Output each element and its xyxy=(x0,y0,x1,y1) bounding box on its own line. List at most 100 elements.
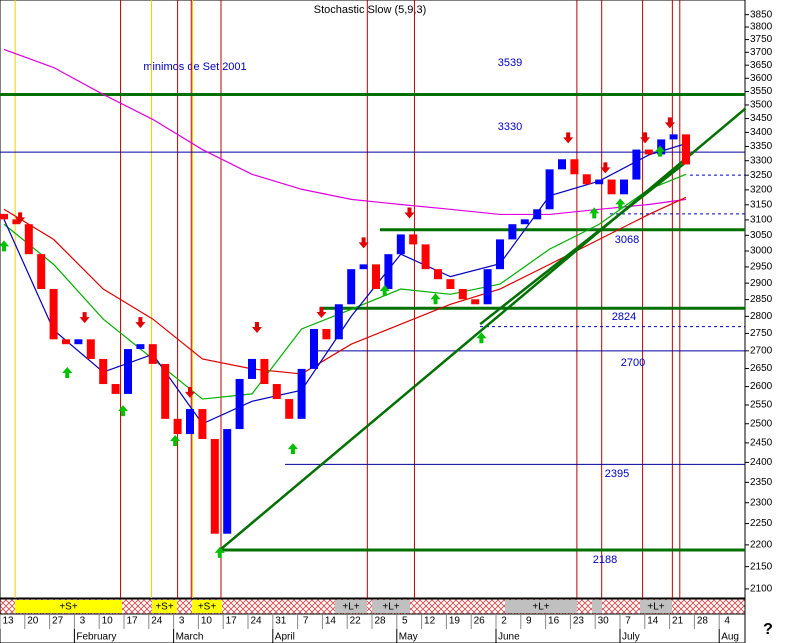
candle xyxy=(136,344,145,350)
candle xyxy=(471,299,480,305)
candle xyxy=(409,234,418,245)
y-tick-label: 2550 xyxy=(750,400,773,411)
signal-label: +L+ xyxy=(382,602,399,613)
y-tick-label: 2800 xyxy=(750,311,773,322)
week-label: 31 xyxy=(275,616,287,627)
candle xyxy=(322,328,331,340)
week-label: 24 xyxy=(250,616,262,627)
candle xyxy=(558,159,566,170)
month-label: June xyxy=(498,632,520,643)
y-tick-label: 3850 xyxy=(750,9,773,20)
sell-arrow xyxy=(251,321,262,333)
y-tick-label: 2500 xyxy=(750,418,773,429)
week-label: 14 xyxy=(325,616,337,627)
candle xyxy=(285,399,294,419)
week-label: 14 xyxy=(647,616,659,627)
signal-label: +L+ xyxy=(342,602,359,613)
candle xyxy=(198,409,207,440)
buy-arrow xyxy=(0,240,9,252)
signal-segment xyxy=(335,600,367,613)
week-label: 30 xyxy=(598,616,610,627)
y-tick-label: 2300 xyxy=(750,497,773,508)
week-label: 16 xyxy=(548,616,560,627)
signal-label: +S+ xyxy=(59,602,78,613)
month-label: February xyxy=(76,632,116,643)
week-label: 7 xyxy=(303,616,309,627)
signal-segment xyxy=(640,600,672,613)
level-label: 3330 xyxy=(498,121,522,133)
help[interactable]: ? xyxy=(763,621,773,638)
candle xyxy=(260,358,269,385)
y-tick-label: 3100 xyxy=(750,215,773,226)
week-label: 17 xyxy=(126,616,138,627)
month-label: April xyxy=(275,632,295,643)
candle xyxy=(74,339,83,345)
sell-arrow xyxy=(316,307,327,319)
buy-arrow xyxy=(476,332,487,344)
candle xyxy=(272,384,281,400)
candle xyxy=(173,418,182,435)
candle xyxy=(582,174,591,185)
month-label: March xyxy=(176,632,204,643)
candle xyxy=(37,254,46,290)
y-tick-label: 2450 xyxy=(750,438,773,449)
sell-arrow xyxy=(640,132,651,144)
moving-average xyxy=(3,143,687,425)
y-tick-label: 2650 xyxy=(750,363,773,374)
candle xyxy=(620,179,628,195)
week-label: 21 xyxy=(672,616,684,627)
candle xyxy=(446,279,455,290)
week-label: 19 xyxy=(449,616,461,627)
y-tick-label: 2900 xyxy=(750,278,773,289)
signal-segment xyxy=(592,600,602,613)
buy-arrow xyxy=(170,435,181,447)
y-tick-label: 2700 xyxy=(750,345,773,356)
buy-arrow xyxy=(118,405,129,417)
chart-title: Stochastic Slow (5,9,3) xyxy=(314,4,427,16)
week-label: 2 xyxy=(501,616,507,627)
week-label: 24 xyxy=(151,616,163,627)
buy-arrow xyxy=(654,145,665,157)
trendline xyxy=(479,158,691,326)
y-tick-label: 3700 xyxy=(750,47,773,58)
annotation: minimos de Set 2001 xyxy=(143,61,246,73)
week-label: 27 xyxy=(52,616,64,627)
level-label: 2188 xyxy=(593,554,617,566)
candle xyxy=(384,254,393,290)
candle xyxy=(223,429,232,534)
candle xyxy=(235,378,244,430)
candle xyxy=(533,209,542,220)
buy-arrow xyxy=(62,367,73,379)
candle xyxy=(161,363,170,419)
week-label: 4 xyxy=(724,616,730,627)
week-label: 7 xyxy=(625,616,631,627)
week-label: 12 xyxy=(424,616,436,627)
candle xyxy=(458,289,467,300)
week-label: 28 xyxy=(374,616,386,627)
candle xyxy=(508,224,517,240)
signal-label: +S+ xyxy=(155,602,174,613)
y-tick-label: 3600 xyxy=(750,73,773,84)
month-label: May xyxy=(399,632,418,643)
signal-segment xyxy=(152,600,177,613)
candle xyxy=(99,358,108,385)
candle xyxy=(186,409,194,435)
candle xyxy=(434,269,442,280)
candle xyxy=(0,213,8,220)
week-label: 5 xyxy=(402,616,408,627)
signal-segment xyxy=(192,600,222,613)
y-tick-label: 2400 xyxy=(750,457,773,468)
signal-segment xyxy=(15,600,122,613)
y-tick-label: 3400 xyxy=(750,127,773,138)
level-label: 2700 xyxy=(621,357,645,369)
y-tick-label: 3250 xyxy=(750,170,773,181)
week-label: 3 xyxy=(179,616,185,627)
week-label: 3 xyxy=(80,616,86,627)
sell-arrow xyxy=(15,212,26,224)
buy-arrow xyxy=(615,198,626,210)
buy-arrow xyxy=(589,207,600,219)
candle xyxy=(372,264,380,290)
moving-average xyxy=(3,48,687,216)
y-tick-label: 2250 xyxy=(750,518,773,529)
level-label: 3068 xyxy=(615,234,639,246)
